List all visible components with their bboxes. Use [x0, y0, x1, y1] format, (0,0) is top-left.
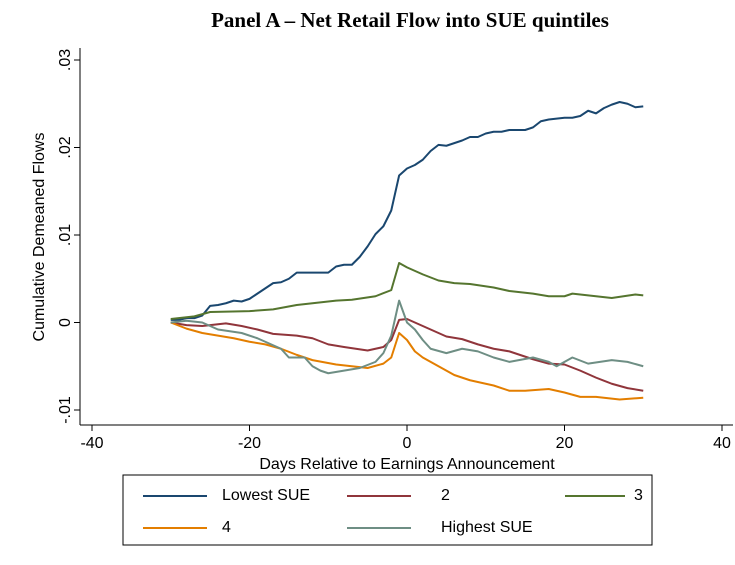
legend-label: Highest SUE [441, 519, 533, 536]
x-tick-label: 20 [556, 435, 574, 452]
x-tick-label: -20 [238, 435, 261, 452]
series-line [170, 299, 644, 375]
legend-label: Lowest SUE [222, 487, 310, 504]
legend-box [122, 474, 653, 546]
y-tick-label: .03 [57, 49, 74, 71]
y-tick-label: .01 [57, 224, 74, 246]
y-axis-title: Cumulative Demeaned Flows [31, 133, 48, 342]
legend-label: 2 [441, 487, 450, 504]
series-line [170, 101, 644, 321]
x-tick-label: 0 [403, 435, 412, 452]
chart-title: Panel A – Net Retail Flow into SUE quint… [211, 8, 609, 32]
legend-label: 3 [634, 487, 643, 504]
x-tick-label: -40 [80, 435, 103, 452]
y-tick-label: 0 [57, 318, 74, 327]
series-line [170, 262, 644, 320]
x-axis-title: Days Relative to Earnings Announcement [259, 456, 555, 473]
y-tick-label: -.01 [57, 396, 74, 424]
legend-label: 4 [222, 519, 231, 536]
series-line [170, 321, 644, 401]
y-tick-label: .02 [57, 136, 74, 158]
x-tick-label: 40 [713, 435, 731, 452]
